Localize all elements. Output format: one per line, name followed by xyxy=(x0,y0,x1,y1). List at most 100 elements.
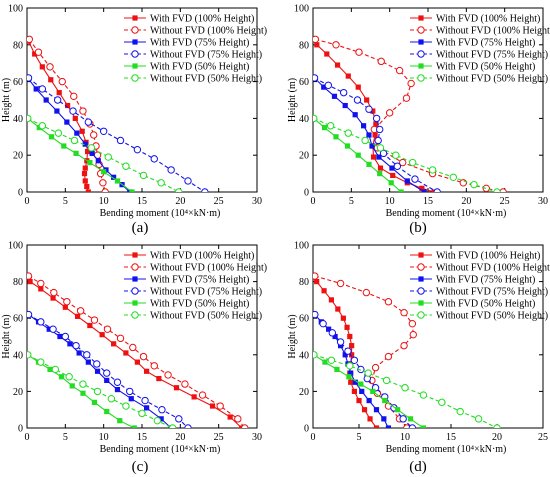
series-2-point xyxy=(399,158,407,167)
series-5-point xyxy=(321,125,328,131)
legend-label: With FVD (100% Height) xyxy=(436,14,540,25)
legend-label: Without FVD (75% Height) xyxy=(436,287,548,298)
series-1-point xyxy=(62,304,68,310)
x-tick-label: 10 xyxy=(99,196,109,207)
legend-marker xyxy=(131,26,139,34)
series-5-point xyxy=(61,143,67,149)
series-3-point xyxy=(366,397,372,404)
legend-label: Without FVD (100% Height) xyxy=(436,263,550,274)
series-line-5 xyxy=(27,354,135,428)
series-1-point xyxy=(356,397,362,404)
series-line-2 xyxy=(28,38,106,192)
legend-marker xyxy=(418,276,424,282)
y-tick-label: 40 xyxy=(13,350,23,361)
panel-label: (b) xyxy=(409,220,427,236)
series-3-point xyxy=(67,341,73,347)
series-3-point xyxy=(348,370,354,376)
series-5-point xyxy=(322,359,328,365)
series-2-point xyxy=(103,325,112,333)
series-1-point xyxy=(156,375,162,382)
series-4-point xyxy=(319,319,327,328)
series-1-point xyxy=(335,306,341,312)
series-group xyxy=(313,35,507,192)
series-6-point xyxy=(401,384,409,392)
y-tick-label: 80 xyxy=(13,40,23,51)
series-2-point xyxy=(336,279,345,288)
series-3-point xyxy=(381,416,387,422)
panel-d: 0 5 10 15 20 25 0 20 40 60 80 100 Bending moment (10… xyxy=(287,241,550,476)
series-2-point xyxy=(408,319,417,328)
series-line-1 xyxy=(28,40,89,192)
series-6-point xyxy=(428,166,437,174)
x-tick-label: 30 xyxy=(252,196,262,207)
series-1-point xyxy=(314,279,320,285)
series-2-point xyxy=(198,391,207,399)
series-4-point xyxy=(103,369,111,377)
panel-label: (d) xyxy=(409,459,427,475)
series-6-point xyxy=(38,122,47,130)
series-3-point xyxy=(33,86,39,92)
series-1-point xyxy=(348,379,354,385)
series-1-point xyxy=(370,154,377,160)
series-1-point xyxy=(345,73,351,79)
series-2-point xyxy=(150,362,158,370)
series-1-point xyxy=(361,407,368,413)
x-tick-label: 20 xyxy=(461,196,471,207)
series-1-point xyxy=(373,425,380,428)
series-5-point xyxy=(48,134,55,140)
series-6-point xyxy=(493,188,501,192)
legend: With FVD (100% Height)Without FVD (100% … xyxy=(124,14,267,85)
series-6-point xyxy=(419,391,428,399)
series-1-point xyxy=(321,288,327,294)
y-tick-label: 40 xyxy=(299,114,309,125)
series-3-point xyxy=(385,425,392,428)
series-1-point xyxy=(144,368,150,374)
legend-marker xyxy=(132,300,138,306)
series-4-point xyxy=(353,96,362,104)
series-2-point xyxy=(139,352,148,361)
x-tick-label: 15 xyxy=(137,196,147,207)
series-6-point xyxy=(27,114,32,123)
series-1-point xyxy=(99,332,105,338)
series-2-point xyxy=(216,402,224,410)
series-4-point xyxy=(84,118,93,126)
series-1-point xyxy=(123,350,129,356)
legend-label: Without FVD (75% Height) xyxy=(150,287,262,298)
legend-label: Without FVD (100% Height) xyxy=(150,263,267,274)
legend-marker xyxy=(418,252,424,258)
x-tick-label: 5 xyxy=(349,196,354,207)
series-3-point xyxy=(54,108,60,114)
series-4-point xyxy=(433,188,441,192)
series-line-6 xyxy=(313,117,498,192)
series-3-point xyxy=(352,379,358,385)
series-5-point xyxy=(333,134,339,140)
legend-label: With FVD (50% Height) xyxy=(436,299,535,310)
series-3-point xyxy=(342,352,348,358)
y-tick-label: 100 xyxy=(294,241,309,252)
series-2-point xyxy=(164,371,172,379)
series-2-point xyxy=(332,41,340,49)
series-1-point xyxy=(82,165,88,171)
series-4-point xyxy=(53,96,62,104)
series-6-point xyxy=(122,402,130,410)
series-4-point xyxy=(37,318,45,326)
series-2-point xyxy=(63,298,71,306)
series-3-point xyxy=(104,377,110,384)
series-5-point xyxy=(346,374,352,380)
y-tick-label: 100 xyxy=(8,4,23,15)
series-1-point xyxy=(48,77,54,83)
series-3-point xyxy=(321,84,327,90)
series-1-point xyxy=(355,84,361,90)
series-line-6 xyxy=(313,354,498,428)
series-5-point xyxy=(407,416,414,422)
y-axis-label: Height (m) xyxy=(1,78,12,122)
series-6-point xyxy=(327,356,336,364)
series-2-point xyxy=(313,35,319,43)
series-2-point xyxy=(27,35,33,43)
series-4-point xyxy=(411,175,419,183)
series-4-point xyxy=(27,74,33,82)
legend-marker xyxy=(418,300,424,306)
x-tick-label: 5 xyxy=(357,432,362,443)
series-2-point xyxy=(402,94,411,102)
legend-label: Without FVD (50% Height) xyxy=(150,74,262,85)
